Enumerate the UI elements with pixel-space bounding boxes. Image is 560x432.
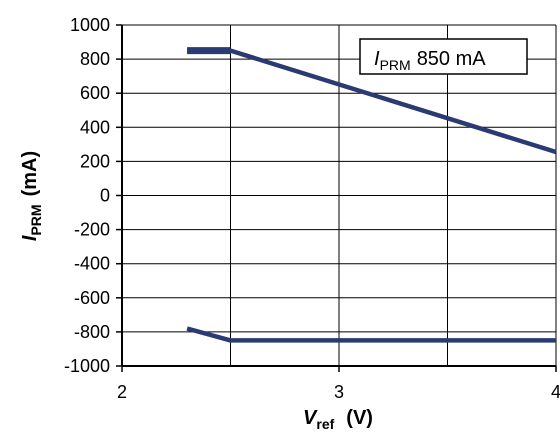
x-axis-label-main: V (303, 407, 318, 429)
series-line-2 (186, 326, 556, 343)
y-tick-label: -800 (74, 322, 110, 342)
x-axis-label-sub: ref (316, 416, 334, 432)
y-tick-label: 800 (80, 49, 110, 69)
x-tick-label: 2 (117, 382, 127, 402)
series-lines (186, 47, 557, 343)
x-tick-label: 3 (334, 382, 344, 402)
y-tick-label: 0 (100, 186, 110, 206)
x-axis-label: Vref (V) (303, 407, 373, 432)
legend: IPRM 850 mA (359, 38, 528, 75)
y-tick-label: 400 (80, 117, 110, 137)
x-tick-label: 4 (551, 382, 560, 402)
y-tick-label: -400 (74, 254, 110, 274)
y-tick-label: -1000 (64, 356, 110, 376)
legend-label: IPRM 850 mA (374, 48, 486, 73)
y-tick-label: -200 (74, 220, 110, 240)
legend-box (359, 38, 528, 75)
x-tick-labels: 2 3 4 (117, 382, 560, 402)
legend-label-sub: PRM (380, 57, 411, 73)
y-tick-label: -600 (74, 288, 110, 308)
legend-label-main: I (374, 48, 380, 70)
y-axis-label: IPRM (mA) (19, 151, 44, 241)
axes (116, 24, 557, 372)
y-axis-label-main: I (19, 235, 41, 241)
grid (121, 24, 557, 367)
x-axis-label-unit: (V) (346, 407, 373, 429)
y-axis-label-sub: PRM (28, 204, 44, 235)
y-axis-label-unit: (mA) (19, 151, 41, 197)
legend-value: 850 mA (417, 48, 487, 70)
y-tick-labels: 1000 800 600 400 200 0 -200 -400 -600 -800 -1000 (64, 15, 110, 376)
y-tick-label: 200 (80, 151, 110, 171)
y-tick-label: 1000 (70, 15, 110, 35)
y-tick-label: 600 (80, 83, 110, 103)
